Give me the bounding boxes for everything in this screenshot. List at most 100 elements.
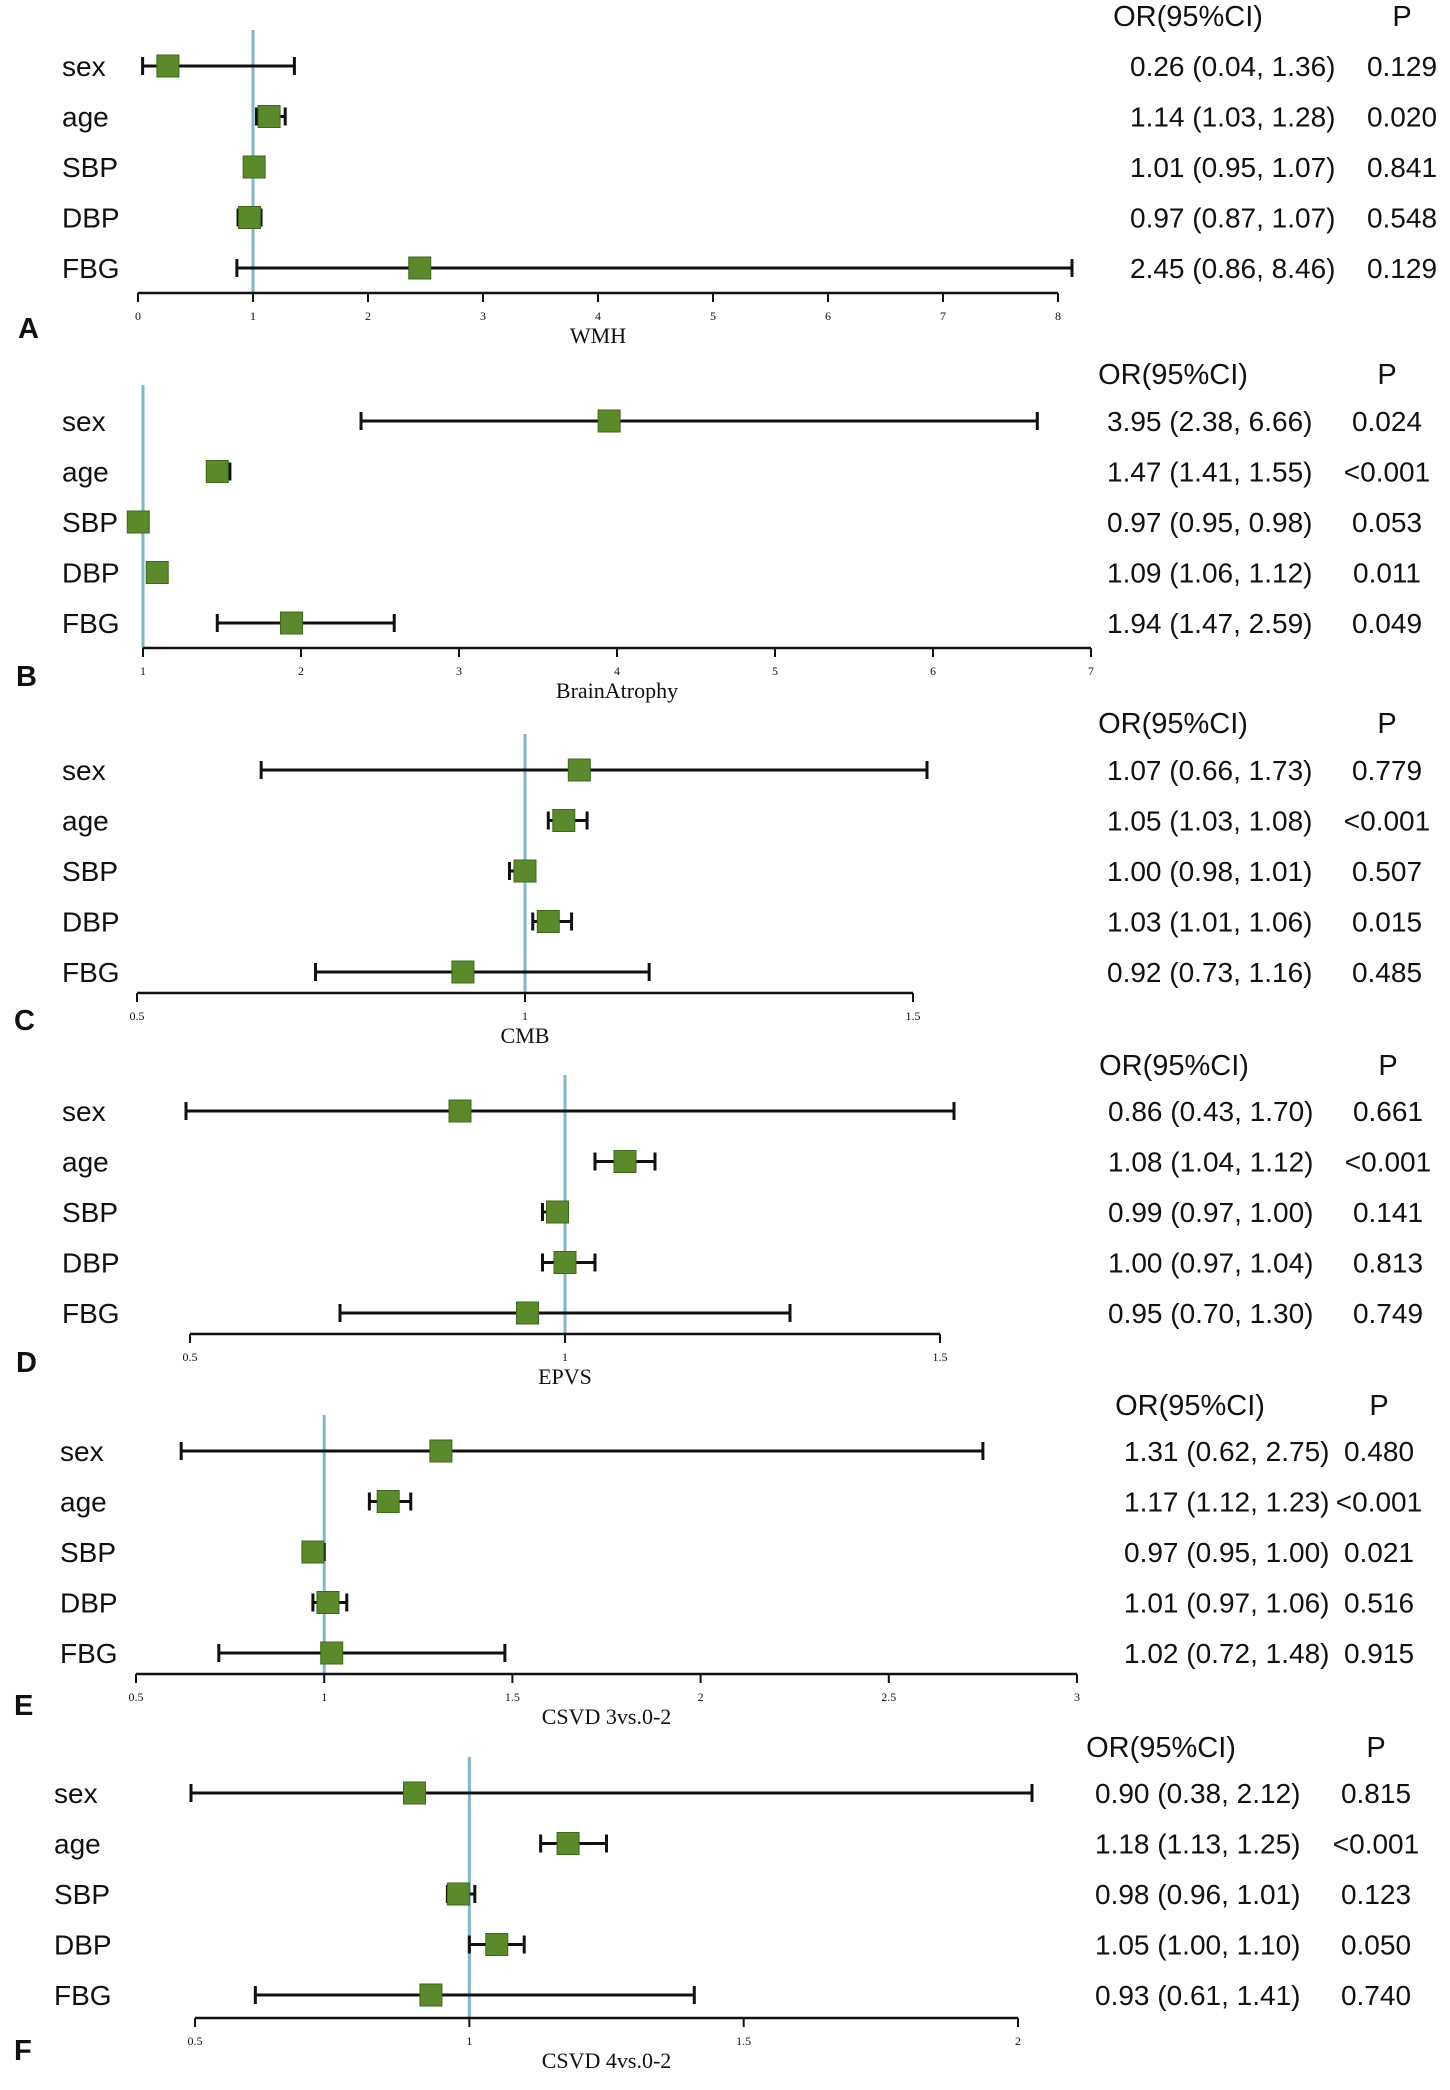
- x-tick-label: 1: [466, 2034, 472, 2048]
- or-ci-value: 1.18 (1.13, 1.25): [1095, 1829, 1300, 1860]
- p-value: 0.749: [1353, 1298, 1423, 1329]
- row-label: DBP: [54, 1930, 112, 1961]
- or-ci-value: 1.03 (1.01, 1.06): [1107, 907, 1312, 938]
- or-ci-value: 0.90 (0.38, 2.12): [1095, 1778, 1300, 1809]
- forest-row-sex: sex 0.90 (0.38, 2.12) 0.815: [54, 1778, 1411, 1809]
- or-marker: [242, 155, 266, 179]
- forest-row-sbp: SBP 0.97 (0.95, 0.98) 0.053: [62, 507, 1422, 538]
- forest-row-sbp: SBP 1.01 (0.95, 1.07) 0.841: [62, 152, 1437, 183]
- or-ci-value: 1.47 (1.41, 1.55): [1107, 457, 1312, 488]
- p-value: 0.129: [1367, 253, 1437, 284]
- x-tick-label: 2: [365, 309, 371, 323]
- forest-row-dbp: DBP 1.05 (1.00, 1.10) 0.050: [54, 1930, 1411, 1961]
- x-tick-label: 0.5: [188, 2034, 203, 2048]
- or-ci-value: 1.07 (0.66, 1.73): [1107, 755, 1312, 786]
- row-label: sex: [62, 406, 106, 437]
- x-tick-label: 6: [825, 309, 831, 323]
- forest-row-age: age 1.18 (1.13, 1.25) <0.001: [54, 1829, 1419, 1860]
- or-ci-value: 1.14 (1.03, 1.28): [1130, 102, 1335, 133]
- or-marker: [301, 1540, 325, 1564]
- p-value: 0.779: [1352, 755, 1422, 786]
- p-value: 0.049: [1352, 608, 1422, 639]
- row-label: SBP: [54, 1879, 110, 1910]
- p-header: P: [1366, 1732, 1385, 1764]
- forest-row-dbp: DBP 1.09 (1.06, 1.12) 0.011: [62, 558, 1421, 589]
- row-label: DBP: [62, 1248, 120, 1279]
- p-header: P: [1377, 708, 1396, 740]
- x-tick-label: 1: [522, 1009, 528, 1023]
- or-marker: [516, 1301, 539, 1325]
- row-label: FBG: [62, 608, 120, 639]
- or-ci-value: 1.00 (0.98, 1.01): [1107, 856, 1312, 887]
- or-ci-value: 1.31 (0.62, 2.75): [1124, 1436, 1329, 1467]
- or-marker: [316, 1591, 340, 1614]
- or-marker: [257, 105, 281, 128]
- x-tick-label: 1.5: [933, 1350, 948, 1364]
- row-label: sex: [60, 1436, 104, 1467]
- x-tick-label: 3: [1074, 1690, 1080, 1704]
- forest-row-fbg: FBG 2.45 (0.86, 8.46) 0.129: [62, 253, 1437, 284]
- or-ci-value: 0.93 (0.61, 1.41): [1095, 1980, 1300, 2011]
- p-header: P: [1378, 1050, 1397, 1082]
- or-marker: [613, 1150, 637, 1173]
- x-tick-label: 1: [250, 309, 256, 323]
- or-marker: [553, 1251, 577, 1274]
- forest-row-age: age 1.14 (1.03, 1.28) 0.020: [62, 102, 1437, 133]
- x-tick-label: 2.5: [881, 1690, 896, 1704]
- row-label: age: [62, 102, 109, 133]
- p-header: P: [1392, 1, 1411, 33]
- forest-row-dbp: DBP 1.03 (1.01, 1.06) 0.015: [62, 907, 1422, 938]
- or-ci-value: 1.94 (1.47, 2.59): [1107, 608, 1312, 639]
- or-ci-value: 1.17 (1.12, 1.23): [1124, 1487, 1329, 1518]
- x-tick-label: 4: [595, 309, 601, 323]
- or-ci-value: 1.09 (1.06, 1.12): [1107, 558, 1312, 589]
- or-marker: [280, 611, 304, 635]
- p-value: 0.024: [1352, 406, 1422, 437]
- p-value: 0.015: [1352, 907, 1422, 938]
- forest-row-age: age 1.05 (1.03, 1.08) <0.001: [62, 806, 1430, 837]
- x-tick-label: 4: [614, 664, 620, 678]
- x-tick-label: 0.5: [183, 1350, 198, 1364]
- x-tick-label: 7: [1088, 664, 1094, 678]
- or-marker: [408, 256, 432, 280]
- or-marker: [145, 561, 169, 584]
- or-ci-value: 0.86 (0.43, 1.70): [1108, 1096, 1313, 1127]
- p-value: 0.813: [1353, 1248, 1423, 1279]
- x-axis-title: WMH: [570, 323, 626, 348]
- or-marker: [556, 1832, 580, 1855]
- row-label: DBP: [62, 203, 120, 234]
- p-header: P: [1369, 1390, 1388, 1422]
- x-tick-label: 2: [698, 1690, 704, 1704]
- row-label: sex: [54, 1778, 98, 1809]
- or-ci-header: OR(95%CI): [1086, 1732, 1236, 1764]
- or-ci-header: OR(95%CI): [1113, 1, 1263, 33]
- x-axis-title: CMB: [501, 1023, 550, 1048]
- row-label: sex: [62, 755, 106, 786]
- panel-letter: D: [16, 1347, 37, 1379]
- p-value: 0.020: [1367, 102, 1437, 133]
- forest-row-age: age 1.08 (1.04, 1.12) <0.001: [62, 1147, 1431, 1178]
- panel-letter: C: [14, 1005, 35, 1037]
- panel-letter: F: [14, 2035, 32, 2067]
- or-ci-value: 0.98 (0.96, 1.01): [1095, 1879, 1300, 1910]
- forest-row-sbp: SBP 1.00 (0.98, 1.01) 0.507: [62, 856, 1422, 887]
- row-label: SBP: [62, 856, 118, 887]
- row-label: DBP: [62, 558, 120, 589]
- row-label: age: [54, 1829, 101, 1860]
- or-marker: [546, 1200, 569, 1224]
- forest-row-dbp: DBP 1.01 (0.97, 1.06) 0.516: [60, 1588, 1414, 1619]
- or-marker: [376, 1490, 400, 1513]
- p-value: 0.507: [1352, 856, 1422, 887]
- or-marker: [448, 1099, 472, 1123]
- or-marker: [552, 809, 576, 832]
- p-value: 0.740: [1341, 1980, 1411, 2011]
- p-value: <0.001: [1333, 1829, 1419, 1860]
- or-marker: [446, 1882, 470, 1906]
- forest-row-dbp: DBP 0.97 (0.87, 1.07) 0.548: [62, 203, 1437, 234]
- panel-letter: A: [18, 313, 39, 345]
- x-tick-label: 1: [562, 1350, 568, 1364]
